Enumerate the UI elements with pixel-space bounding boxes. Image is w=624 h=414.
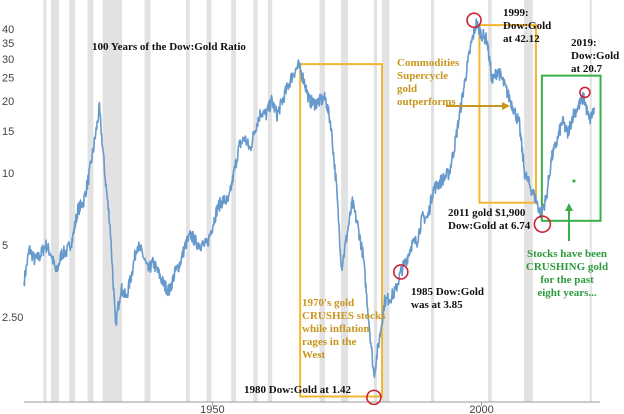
annotation-1999: 1999: Dow:Gold at 42.12 [503,7,551,45]
annotation-2011: 2011 gold $1,900 Dow:Gold at 6.74 [448,207,531,232]
annotation-arrows [446,102,576,241]
recession-band-11 [319,0,325,402]
recession-band-17 [524,0,533,402]
recession-band-5 [144,0,151,402]
box-stocks [540,74,602,222]
y-tick-label: 25 [2,73,14,85]
annotation-stocks: Stocks have been CRUSHING gold for the pas… [526,248,608,299]
y-tick-label: 20 [2,96,14,108]
x-tick-label: 1950 [200,404,224,414]
annotation-2019: 2019: Dow:Gold at 20.7 [571,37,619,75]
y-tick-label: 2.50 [2,312,23,324]
circle-2019 [579,86,591,99]
recession-band-9 [253,0,258,402]
green-dot [572,179,576,183]
series-line-0 [23,18,596,379]
recession-band-13 [373,0,378,402]
annotation-boxes [299,24,602,398]
y-tick-label: 40 [2,24,14,36]
annotation-1970s: 1970's gold CRUSHES stocks while inflation… [302,297,386,361]
circle-1999 [466,12,482,29]
circle-2011 [533,215,552,233]
recession-band-12 [341,0,349,402]
chart-title: 100 Years of the Dow:Gold Ratio [92,41,246,53]
recession-band-0 [43,0,47,402]
recession-band-1 [50,0,59,402]
box-commodities [478,24,537,204]
y-tick-label: 15 [2,126,14,138]
annotation-texts: 1970's gold CRUSHES stocks while inflation… [244,7,619,396]
circle-1985 [393,264,409,280]
recession-band-14 [381,0,390,402]
y-axis-ticks: 40 35 30 25 20 15 10 5 2.50 [2,24,23,324]
y-tick-label: 10 [2,168,14,180]
recession-band-7 [206,0,212,402]
circle-1980 [366,389,382,406]
arrow-commodities-head [502,102,510,110]
recession-band-4 [102,0,122,402]
recession-band-18 [589,0,592,402]
annotation-1985: 1985 Dow:Gold was at 3.85 [411,286,484,311]
recession-band-16 [488,0,492,402]
y-tick-label: 30 [2,54,14,66]
x-axis-ticks: 1950 2000 [200,402,494,414]
recession-band-2 [69,0,76,402]
y-tick-label: 5 [2,240,8,252]
recession-band-6 [186,0,190,402]
y-tick-label: 35 [2,38,14,50]
highlight-circles [366,12,591,406]
x-tick-label: 2000 [469,404,493,414]
recession-band-8 [231,0,237,402]
series-layer [23,18,596,379]
recession-band-3 [87,0,94,402]
recession-bands [43,0,592,402]
box-1970s [299,63,383,398]
annotation-1980: 1980 Dow:Gold at 1.42 [244,384,351,396]
recession-band-10 [267,0,273,402]
annotation-commodities: Commodities Supercycle gold outperforms [397,57,460,108]
arrow-stocks-head [565,203,573,211]
